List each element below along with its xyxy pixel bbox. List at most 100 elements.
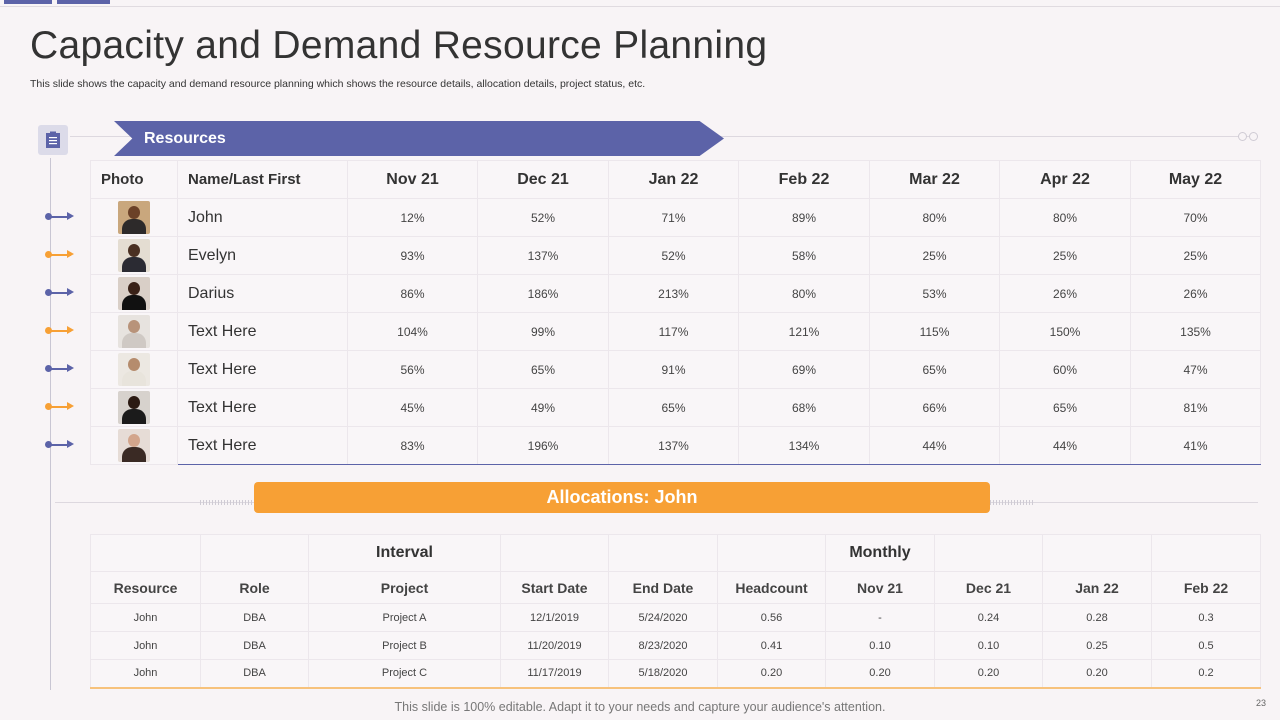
allocation-cell: 0.3 — [1151, 603, 1261, 632]
resource-name: Text Here — [177, 312, 348, 351]
arrow-connector-icon — [45, 401, 75, 411]
col-header-month: Nov 21 — [347, 160, 478, 199]
capacity-value: 49% — [477, 388, 609, 427]
capacity-value: 25% — [1130, 236, 1261, 275]
group-label-monthly: Monthly — [825, 534, 935, 572]
allocation-cell: 11/20/2019 — [500, 631, 609, 660]
capacity-value: 135% — [1130, 312, 1261, 351]
capacity-value: 91% — [608, 350, 739, 389]
hatch-right — [990, 500, 1035, 505]
allocation-cell: John — [90, 631, 201, 660]
resource-row: Text Here 56% 65% 91% 69% 65% 60% 47% — [90, 350, 1261, 389]
alloc-col-header: Nov 21 — [825, 571, 935, 604]
page-title: Capacity and Demand Resource Planning — [30, 24, 768, 67]
timeline-line — [50, 158, 51, 690]
page-subtitle: This slide shows the capacity and demand… — [30, 78, 646, 90]
capacity-value: 69% — [738, 350, 870, 389]
col-header-month: Jan 22 — [608, 160, 739, 199]
capacity-value: 134% — [738, 426, 870, 465]
avatar — [118, 429, 150, 462]
arrow-connector-icon — [45, 287, 75, 297]
hatch-left — [200, 500, 255, 505]
allocation-cell: Project A — [308, 603, 501, 632]
capacity-value: 80% — [869, 198, 1000, 237]
allocation-cell: Project B — [308, 631, 501, 660]
capacity-value: 65% — [869, 350, 1000, 389]
resources-table: Photo Name/Last First Nov 21 Dec 21 Jan … — [90, 160, 1261, 465]
resource-row: Darius 86% 186% 213% 80% 53% 26% 26% — [90, 274, 1261, 313]
allocations-group-row: Interval Monthly — [90, 534, 1261, 572]
capacity-value: 150% — [999, 312, 1131, 351]
col-header-month: May 22 — [1130, 160, 1261, 199]
photo-cell — [90, 350, 178, 389]
allocation-cell: DBA — [200, 631, 309, 660]
photo-cell — [90, 274, 178, 313]
col-header-photo: Photo — [90, 160, 178, 199]
avatar — [118, 353, 150, 386]
top-divider — [0, 6, 1280, 7]
photo-cell — [90, 236, 178, 275]
allocation-cell: 8/23/2020 — [608, 631, 718, 660]
allocation-cell: 0.5 — [1151, 631, 1261, 660]
col-header-month: Apr 22 — [999, 160, 1131, 199]
capacity-value: 65% — [999, 388, 1131, 427]
capacity-value: 44% — [869, 426, 1000, 465]
capacity-value: 53% — [869, 274, 1000, 313]
alloc-col-header: Resource — [90, 571, 201, 604]
col-header-month: Mar 22 — [869, 160, 1000, 199]
allocation-cell: 0.41 — [717, 631, 826, 660]
avatar — [118, 315, 150, 348]
arrow-connector-icon — [45, 325, 75, 335]
photo-cell — [90, 198, 178, 237]
capacity-value: 93% — [347, 236, 478, 275]
capacity-value: 186% — [477, 274, 609, 313]
capacity-value: 70% — [1130, 198, 1261, 237]
capacity-value: 117% — [608, 312, 739, 351]
capacity-value: 83% — [347, 426, 478, 465]
capacity-value: 52% — [477, 198, 609, 237]
capacity-value: 44% — [999, 426, 1131, 465]
capacity-value: 104% — [347, 312, 478, 351]
allocation-cell: 5/18/2020 — [608, 659, 718, 689]
page-number: 23 — [1255, 698, 1266, 708]
resources-banner: Resources — [114, 121, 724, 156]
capacity-value: 26% — [999, 274, 1131, 313]
capacity-value: 89% — [738, 198, 870, 237]
capacity-value: 213% — [608, 274, 739, 313]
col-header-month: Feb 22 — [738, 160, 870, 199]
capacity-value: 65% — [608, 388, 739, 427]
capacity-value: 41% — [1130, 426, 1261, 465]
avatar — [118, 391, 150, 424]
alloc-col-header: Project — [308, 571, 501, 604]
arrow-connector-icon — [45, 249, 75, 259]
allocation-cell: DBA — [200, 603, 309, 632]
allocation-cell: 0.20 — [717, 659, 826, 689]
capacity-value: 47% — [1130, 350, 1261, 389]
alloc-col-header: End Date — [608, 571, 718, 604]
alloc-col-header: Headcount — [717, 571, 826, 604]
allocation-cell: 0.2 — [1151, 659, 1261, 689]
capacity-value: 65% — [477, 350, 609, 389]
resource-name: Evelyn — [177, 236, 348, 275]
resource-row: Text Here 83% 196% 137% 134% 44% 44% 41% — [90, 426, 1261, 465]
photo-cell — [90, 312, 178, 351]
resource-name: Text Here — [177, 350, 348, 389]
allocations-header-row: Resource Role Project Start Date End Date Hea… — [90, 571, 1261, 604]
footer-note: This slide is 100% editable. Adapt it to… — [394, 700, 886, 714]
top-tab-1 — [4, 0, 52, 4]
decorative-dots — [1238, 132, 1258, 141]
alloc-col-header: Role — [200, 571, 309, 604]
resource-row: Text Here 104% 99% 117% 121% 115% 150% 135% — [90, 312, 1261, 351]
alloc-col-header: Dec 21 — [934, 571, 1043, 604]
group-label-interval: Interval — [308, 534, 501, 572]
allocation-cell: 0.10 — [934, 631, 1043, 660]
allocation-cell: 0.24 — [934, 603, 1043, 632]
capacity-value: 66% — [869, 388, 1000, 427]
avatar — [118, 239, 150, 272]
allocation-cell: DBA — [200, 659, 309, 689]
capacity-value: 80% — [738, 274, 870, 313]
allocation-row: John DBA Project A 12/1/2019 5/24/2020 0.56-0… — [90, 603, 1261, 632]
capacity-value: 137% — [477, 236, 609, 275]
allocations-banner-label: Allocations: John — [546, 487, 698, 507]
allocation-cell: 0.20 — [825, 659, 935, 689]
